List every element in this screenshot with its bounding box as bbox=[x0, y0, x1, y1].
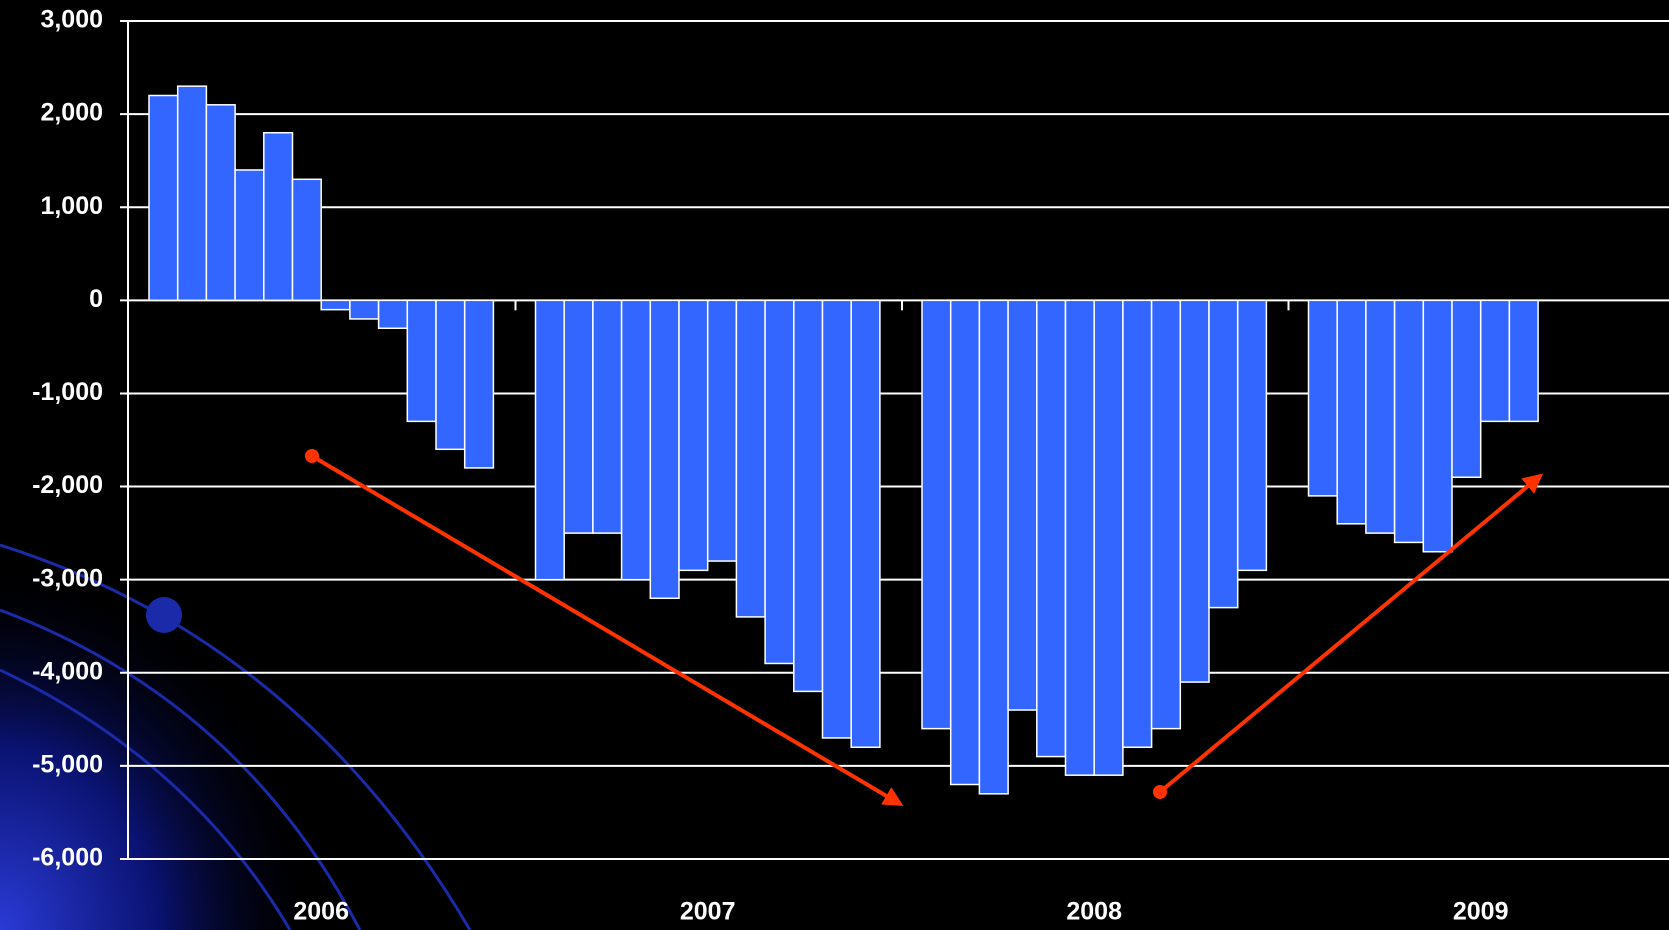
bars bbox=[148, 85, 1539, 795]
bar bbox=[148, 94, 179, 302]
bar bbox=[563, 299, 594, 534]
bar bbox=[620, 299, 652, 581]
bar bbox=[1150, 299, 1182, 730]
y-tick-label: -4,000 bbox=[32, 657, 103, 685]
bar bbox=[1451, 299, 1482, 478]
bar bbox=[1093, 299, 1124, 776]
bar bbox=[592, 299, 623, 534]
y-tick-label: 1,000 bbox=[40, 192, 103, 220]
x-tick-label: 2007 bbox=[680, 898, 736, 926]
bar bbox=[1479, 299, 1511, 423]
y-tick-label: 0 bbox=[89, 285, 103, 313]
bar bbox=[534, 299, 565, 581]
bar bbox=[176, 85, 208, 302]
bar bbox=[706, 299, 738, 562]
bar bbox=[1236, 299, 1268, 572]
bar bbox=[1422, 299, 1453, 553]
y-tick-label: 2,000 bbox=[40, 99, 103, 127]
bar bbox=[291, 178, 322, 302]
bar bbox=[1007, 299, 1038, 711]
bar bbox=[921, 299, 952, 730]
bar bbox=[349, 299, 380, 320]
bar bbox=[1393, 299, 1425, 544]
bar bbox=[406, 299, 437, 423]
bar bbox=[205, 104, 236, 302]
bar bbox=[1122, 299, 1153, 749]
y-tick-label: -1,000 bbox=[32, 378, 103, 406]
bar bbox=[1208, 299, 1239, 609]
bar bbox=[850, 299, 881, 749]
bar bbox=[234, 169, 265, 302]
bar bbox=[978, 299, 1009, 795]
bar bbox=[1036, 299, 1067, 758]
bar bbox=[1365, 299, 1396, 534]
bar bbox=[793, 299, 824, 693]
bar bbox=[1508, 299, 1539, 423]
x-tick-label: 2006 bbox=[293, 898, 349, 926]
bar bbox=[1307, 299, 1338, 497]
bar bbox=[649, 299, 680, 600]
bar bbox=[1064, 299, 1095, 776]
bar bbox=[821, 299, 852, 739]
bar bbox=[1336, 299, 1367, 525]
bar bbox=[678, 299, 709, 572]
bar bbox=[320, 299, 351, 311]
bar bbox=[435, 299, 466, 451]
y-tick-label: 3,000 bbox=[40, 6, 103, 34]
bar bbox=[377, 299, 409, 330]
background-decoration bbox=[0, 543, 472, 930]
bar bbox=[735, 299, 766, 618]
bar bbox=[1179, 299, 1210, 683]
x-tick-label: 2009 bbox=[1453, 898, 1509, 926]
bar bbox=[463, 299, 495, 469]
y-tick-label: -3,000 bbox=[32, 564, 103, 592]
y-tick-label: -2,000 bbox=[32, 471, 103, 499]
bar bbox=[263, 131, 294, 302]
x-tick-label: 2008 bbox=[1066, 898, 1122, 926]
y-tick-label: -5,000 bbox=[32, 750, 103, 778]
trend-arrows bbox=[305, 449, 1544, 807]
bar bbox=[764, 299, 795, 665]
y-tick-label: -6,000 bbox=[32, 844, 103, 872]
bar bbox=[949, 299, 981, 786]
